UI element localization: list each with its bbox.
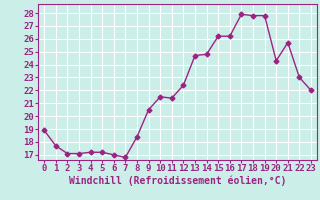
X-axis label: Windchill (Refroidissement éolien,°C): Windchill (Refroidissement éolien,°C) <box>69 176 286 186</box>
